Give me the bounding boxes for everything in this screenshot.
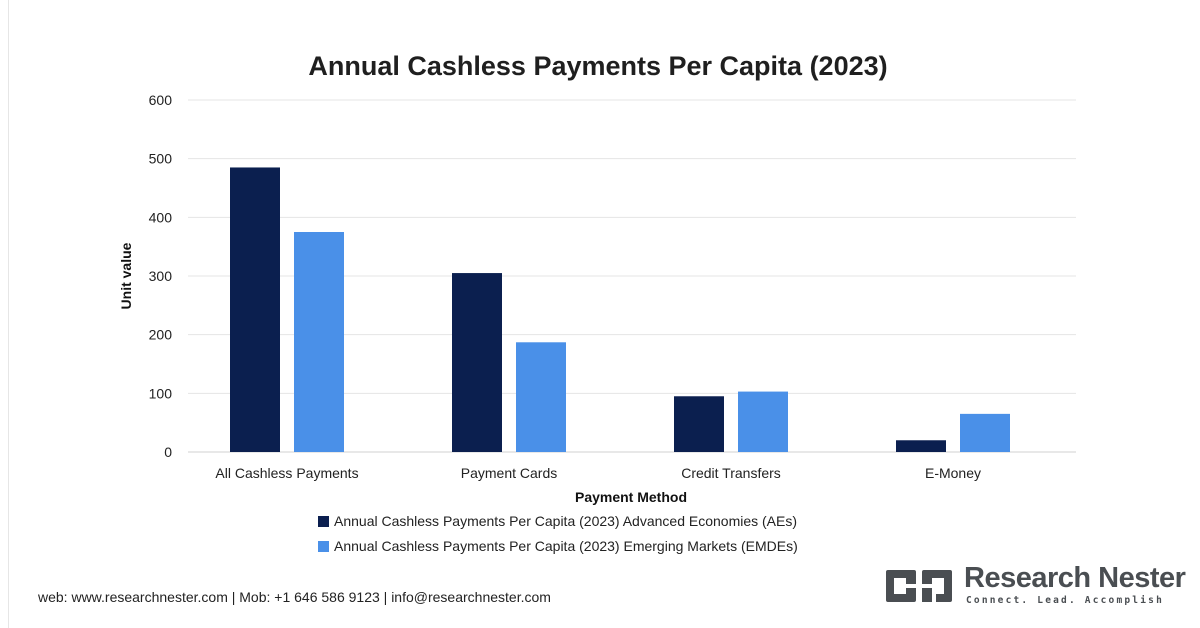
y-tick-label: 300 xyxy=(149,268,173,284)
research-nester-logo-icon xyxy=(886,570,952,602)
y-axis-ticks: 0 100 200 300 400 500 600 xyxy=(149,92,173,460)
bar xyxy=(674,396,724,452)
y-axis-title: Unit value xyxy=(118,242,134,309)
x-tick-label: Credit Transfers xyxy=(681,465,781,481)
bar xyxy=(452,273,502,452)
bar xyxy=(738,391,788,452)
footer-contact: web: www.researchnester.com | Mob: +1 64… xyxy=(38,589,551,605)
bars xyxy=(230,167,1010,452)
bar xyxy=(230,167,280,452)
y-tick-label: 400 xyxy=(149,209,173,225)
legend-swatch xyxy=(318,516,329,527)
brand-name: Research Nester xyxy=(964,562,1186,594)
x-tick-label: E-Money xyxy=(925,465,981,481)
bar xyxy=(294,232,344,452)
y-tick-label: 500 xyxy=(149,151,173,167)
legend-swatch xyxy=(318,541,329,552)
brand-block: Research Nester Connect. Lead. Accomplis… xyxy=(884,562,1186,608)
bar xyxy=(516,342,566,452)
bar xyxy=(896,440,946,452)
y-tick-label: 100 xyxy=(149,385,173,401)
y-tick-label: 600 xyxy=(149,92,173,108)
legend-label: Annual Cashless Payments Per Capita (202… xyxy=(334,538,798,554)
brand-tagline: Connect. Lead. Accomplish xyxy=(966,595,1164,606)
y-tick-label: 0 xyxy=(164,444,172,460)
legend-label: Annual Cashless Payments Per Capita (202… xyxy=(334,513,797,529)
x-axis-title: Payment Method xyxy=(575,489,687,505)
x-tick-label: Payment Cards xyxy=(461,465,557,481)
x-axis-categories: All Cashless Payments Payment Cards Credit… xyxy=(215,465,981,481)
bar xyxy=(960,413,1010,452)
chart-title: Annual Cashless Payments Per Capita (202… xyxy=(308,51,887,81)
x-tick-label: All Cashless Payments xyxy=(215,465,358,481)
y-tick-label: 200 xyxy=(149,327,173,343)
frame-border xyxy=(8,0,9,628)
legend: Annual Cashless Payments Per Capita (202… xyxy=(318,513,798,554)
